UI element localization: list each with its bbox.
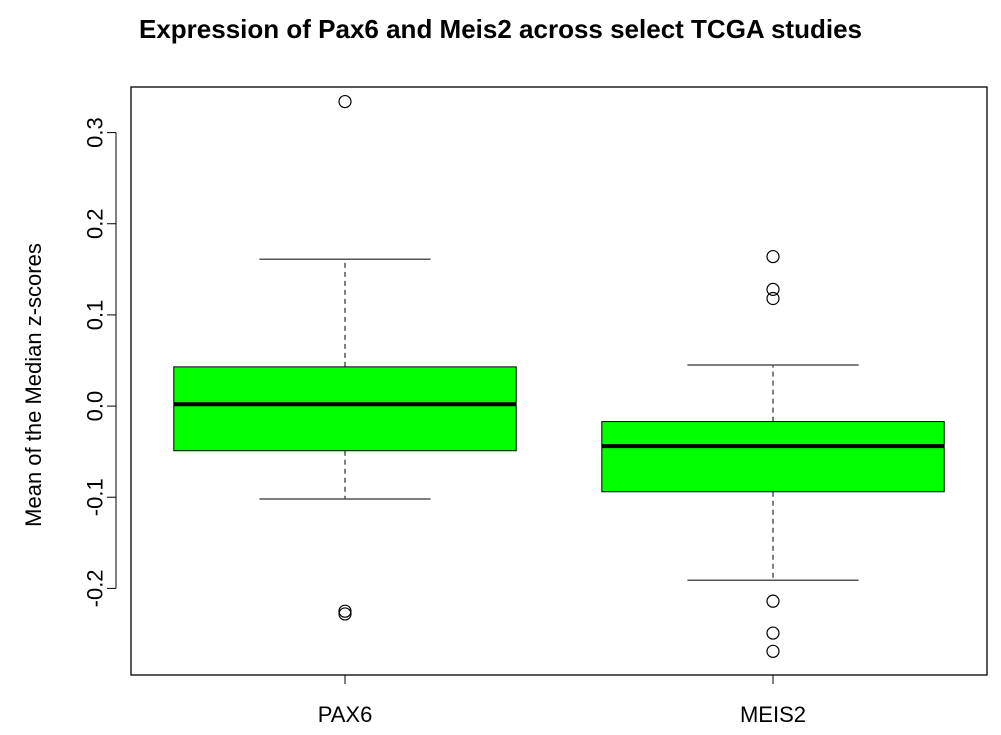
meis2-outlier-point [766, 291, 780, 306]
x-tick-label: PAX6 [318, 702, 373, 727]
pax6-outlier-point [338, 94, 352, 109]
chart-title: Expression of Pax6 and Meis2 across sele… [139, 14, 862, 44]
meis2-iqr-box [601, 421, 945, 493]
y-tick-label: 0.3 [83, 117, 108, 148]
y-axis: -0.2 -0.1 0.0 0.1 0.2 0.3 [83, 117, 117, 607]
box-meis2 [601, 249, 945, 658]
pax6-iqr-box [173, 366, 517, 452]
pax6-outlier-point [338, 604, 352, 618]
y-tick-label: 0.1 [83, 300, 108, 331]
y-tick-label: 0.0 [83, 391, 108, 422]
plot-marks [173, 94, 945, 658]
x-axis: PAX6 MEIS2 [318, 674, 806, 727]
y-tick-label: -0.1 [83, 478, 108, 516]
y-tick-label: 0.2 [83, 208, 108, 239]
meis2-outlier-point [766, 282, 780, 296]
box-pax6 [173, 94, 517, 621]
meis2-outlier-point [766, 594, 780, 608]
pax6-outlier-point [338, 607, 352, 621]
y-tick-label: -0.2 [83, 569, 108, 607]
meis2-outlier-point [766, 249, 780, 264]
meis2-outlier-point [766, 644, 780, 658]
meis2-outlier-point [766, 626, 780, 640]
x-tick-label: MEIS2 [740, 702, 806, 727]
